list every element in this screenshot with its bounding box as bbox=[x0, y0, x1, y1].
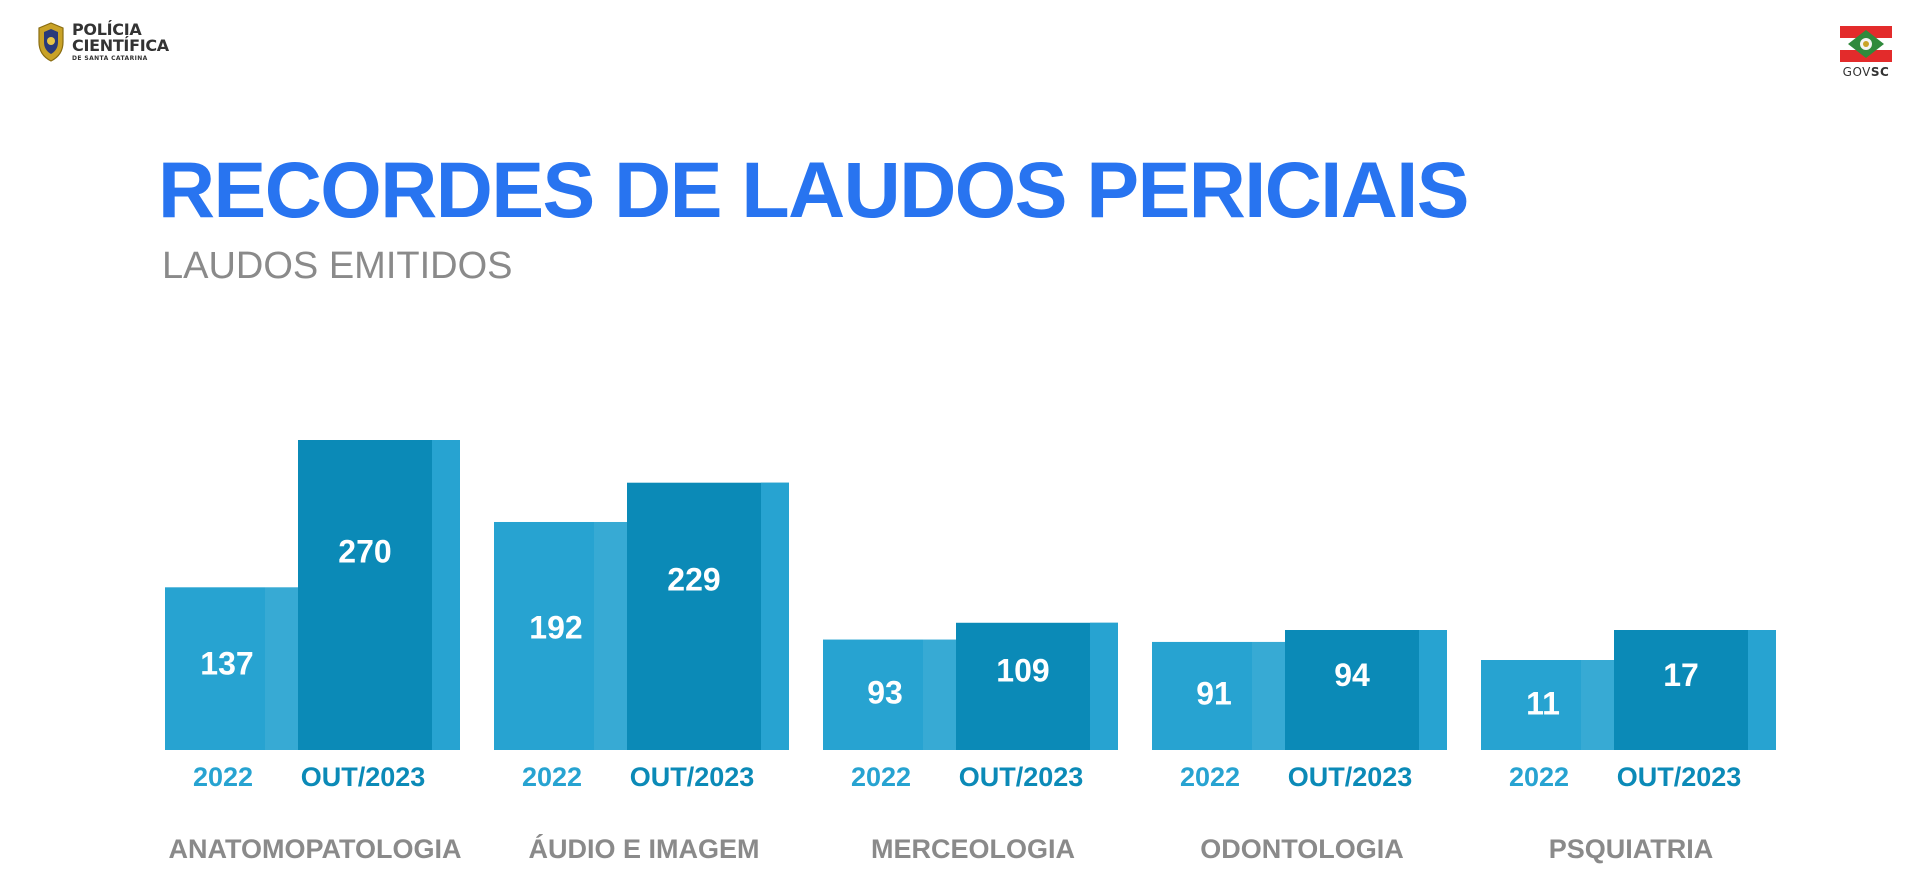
policia-cientifica-logo: POLÍCIA CIENTÍFICA DE SANTA CATARINA bbox=[36, 22, 169, 62]
series-label-2022: 2022 bbox=[851, 762, 911, 792]
category-label: ODONTOLOGIA bbox=[1200, 834, 1404, 864]
bar-2022-shade bbox=[1581, 660, 1615, 750]
santa-catarina-flag-icon bbox=[1840, 26, 1892, 62]
bar-value-2022: 192 bbox=[529, 610, 582, 646]
bar-value-2023: 94 bbox=[1334, 657, 1370, 693]
series-label-2022: 2022 bbox=[1180, 762, 1240, 792]
page-subtitle: LAUDOS EMITIDOS bbox=[162, 245, 513, 287]
series-label-2023: OUT/2023 bbox=[630, 762, 755, 792]
police-badge-icon bbox=[38, 22, 64, 62]
gov-sc-logo: GOVSC bbox=[1840, 26, 1892, 79]
bar-2022-shade bbox=[265, 587, 299, 750]
bar-2022-shade bbox=[923, 639, 957, 750]
bar-value-2023: 109 bbox=[996, 652, 1049, 688]
bar-2022 bbox=[494, 521, 628, 750]
category-label: PSQUIATRIA bbox=[1549, 834, 1714, 864]
bar-2023-side bbox=[1748, 630, 1776, 750]
category-label: MERCEOLOGIA bbox=[871, 834, 1075, 864]
bar-2022 bbox=[1481, 660, 1615, 750]
bar-value-2023: 17 bbox=[1663, 657, 1699, 693]
series-label-2023: OUT/2023 bbox=[301, 762, 426, 792]
series-label-2022: 2022 bbox=[1509, 762, 1569, 792]
bar-2023-side bbox=[1090, 622, 1118, 750]
bar-2022 bbox=[1152, 641, 1286, 750]
series-label-2023: OUT/2023 bbox=[1617, 762, 1742, 792]
logo-line-2: CIENTÍFICA bbox=[72, 36, 169, 55]
series-label-2022: 2022 bbox=[522, 762, 582, 792]
bar-value-2022: 137 bbox=[200, 646, 253, 682]
gov-text: GOV bbox=[1842, 65, 1871, 79]
bar-value-2023: 229 bbox=[667, 561, 720, 597]
bar-2023-side bbox=[1419, 630, 1447, 750]
bar-value-2022: 11 bbox=[1526, 686, 1560, 722]
bar-value-2022: 91 bbox=[1196, 676, 1232, 712]
series-label-2022: 2022 bbox=[193, 762, 253, 792]
bar-2023-side bbox=[432, 440, 460, 750]
bar-value-2023: 270 bbox=[338, 534, 391, 570]
bar-2022 bbox=[165, 587, 299, 750]
page-title: RECORDES DE LAUDOS PERICIAIS bbox=[158, 145, 1469, 234]
bar-2023-side bbox=[761, 482, 789, 750]
sc-text: SC bbox=[1870, 65, 1890, 79]
bar-2022-shade bbox=[594, 521, 628, 750]
category-label: ÁUDIO E IMAGEM bbox=[528, 833, 759, 864]
series-label-2023: OUT/2023 bbox=[959, 762, 1084, 792]
bar-2022 bbox=[823, 639, 957, 750]
gov-sc-text: GOVSC bbox=[1843, 65, 1890, 79]
logo-line-1: POLÍCIA bbox=[72, 20, 142, 39]
logo-line-3: DE SANTA CATARINA bbox=[72, 55, 148, 62]
category-label: ANATOMOPATOLOGIA bbox=[169, 834, 462, 864]
bar-2022-shade bbox=[1252, 641, 1286, 750]
bar-value-2022: 93 bbox=[867, 674, 903, 710]
series-label-2023: OUT/2023 bbox=[1288, 762, 1413, 792]
